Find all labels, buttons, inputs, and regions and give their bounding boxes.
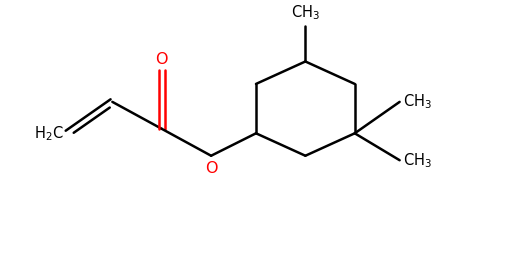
Text: CH$_3$: CH$_3$ [403, 151, 432, 169]
Text: CH$_3$: CH$_3$ [403, 92, 432, 111]
Text: O: O [156, 52, 168, 67]
Text: CH$_3$: CH$_3$ [291, 3, 320, 22]
Text: O: O [205, 161, 218, 176]
Text: H$_2$C: H$_2$C [34, 124, 64, 143]
